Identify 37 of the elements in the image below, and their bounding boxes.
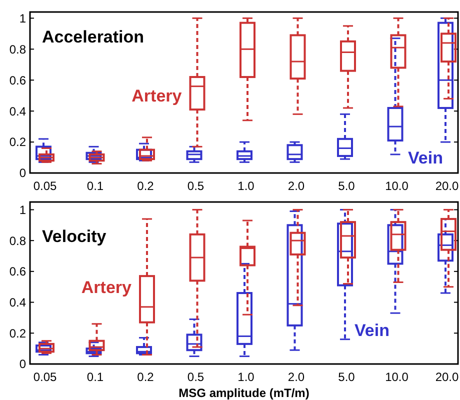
series-label: Vein (408, 148, 443, 168)
x-tick-label: 10.0 (385, 370, 409, 384)
x-tick-label: 2.0 (288, 179, 305, 193)
x-tick-label: 0.2 (137, 179, 154, 193)
x-tick-label: 0.5 (187, 370, 204, 384)
x-tick-label: 0.1 (86, 179, 104, 193)
x-tick-label: 0.05 (33, 179, 57, 193)
x-tick-label: 0.1 (86, 370, 104, 384)
text: Velocity (42, 226, 107, 246)
y-tick-label: 1 (19, 11, 26, 26)
y-tick-label: 0 (19, 357, 26, 372)
y-tick-label: 0.8 (9, 234, 26, 248)
y-tick-label: 0.4 (9, 104, 26, 118)
x-tick-label: 2.0 (288, 370, 305, 384)
x-tick-label: 1.0 (238, 370, 255, 384)
y-tick-label: 0.4 (9, 295, 26, 310)
x-tick-label: 5.0 (338, 370, 356, 384)
x-tick-label: 5.0 (338, 179, 356, 193)
y-tick-label: 0.2 (9, 135, 26, 150)
y-tick-label: 0.6 (9, 73, 26, 88)
y-tick-label: 0.6 (9, 264, 26, 279)
series-label: Artery (132, 86, 182, 106)
x-axis-title: MSG amplitude (mT/m) (178, 386, 310, 400)
x-tick-label: 0.05 (33, 370, 57, 384)
x-tick-label: 20.0 (435, 370, 459, 384)
x-tick-label: 0.5 (187, 179, 204, 193)
x-tick-label: 0.2 (137, 370, 154, 384)
y-tick-label: 0.8 (9, 42, 26, 56)
series-label: Artery (81, 278, 132, 297)
x-tick-label: 1.0 (238, 179, 255, 193)
y-tick-label: 0 (19, 166, 26, 180)
text: Vein (354, 321, 390, 340)
x-tick-label: 10.0 (385, 179, 409, 193)
y-tick-label: 0.2 (9, 326, 26, 340)
x-tick-label: 20.0 (435, 179, 459, 193)
y-tick-label: 1 (19, 202, 26, 217)
text: Acceleration (42, 28, 144, 47)
